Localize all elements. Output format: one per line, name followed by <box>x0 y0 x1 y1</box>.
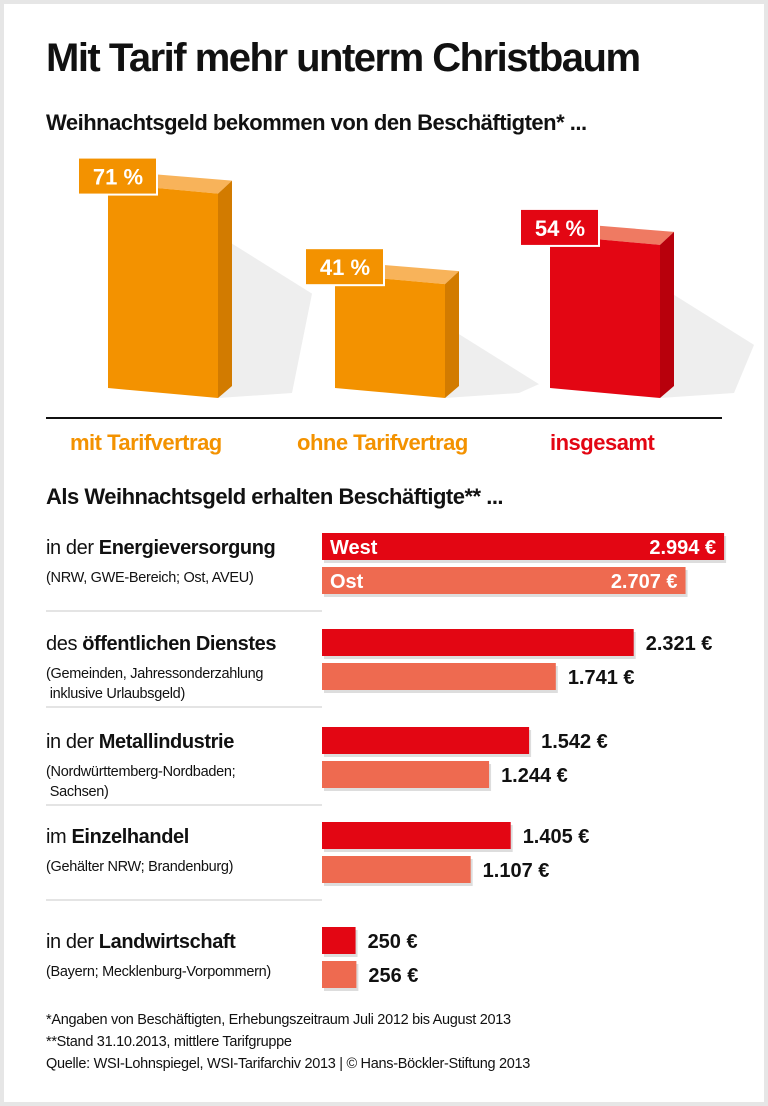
bar-west <box>322 629 634 656</box>
bar-ost <box>322 567 686 594</box>
row-divider <box>46 706 322 708</box>
row-label-sector: Metallindustrie <box>98 731 235 753</box>
row-note: (Nordwürttemberg-Nordbaden; Sachsen) <box>46 764 236 800</box>
row-label-sector: Einzelhandel <box>71 826 189 848</box>
source-note: Quelle: WSI-Lohnspiegel, WSI-Tarifarchiv… <box>46 1056 531 1072</box>
value-label: 250 € <box>368 931 418 953</box>
bar-side-face <box>445 271 459 398</box>
row-note: (Bayern; Mecklenburg-Vorpommern) <box>46 964 271 980</box>
row-label-prefix: des <box>46 633 83 655</box>
bar-0 <box>108 183 218 398</box>
bar-ost <box>322 761 490 788</box>
value-label: 2.321 € <box>646 633 713 655</box>
bar-west <box>322 727 530 754</box>
row-note: (Gemeinden, Jahressonderzahlung inklusiv… <box>46 666 264 702</box>
row-label: in der Metallindustrie <box>46 731 234 754</box>
value-label: 2.707 € <box>611 571 678 593</box>
row-note: (Gehälter NRW; Brandenburg) <box>46 859 234 875</box>
bar-west <box>322 927 356 954</box>
value-label: 1.107 € <box>483 860 550 882</box>
row-divider <box>46 804 322 806</box>
top-chart-subtitle: Weihnachtsgeld bekommen von den Beschäft… <box>46 110 587 135</box>
bar-side-face <box>218 180 232 398</box>
bar-side-face <box>660 231 674 398</box>
footnote-1: *Angaben von Beschäftigten, Erhebungszei… <box>46 1012 511 1028</box>
value-label: 54 % <box>535 216 585 241</box>
bar-west <box>322 533 725 560</box>
value-label: 1.244 € <box>501 765 568 787</box>
value-label: 2.994 € <box>649 537 716 559</box>
category-label-mit-tarifvertrag: mit Tarifvertrag <box>70 430 222 455</box>
category-label-ohne-tarifvertrag: ohne Tarifvertrag <box>297 430 468 455</box>
row-label: im Einzelhandel <box>46 826 189 849</box>
bar-1 <box>335 274 445 398</box>
value-label-box <box>77 156 158 196</box>
value-label: 256 € <box>368 965 418 987</box>
series-name-label: West <box>330 537 378 559</box>
value-label: 41 % <box>320 255 370 280</box>
row-label: in der Energieversorgung <box>46 537 276 560</box>
row-label-prefix: im <box>46 826 72 848</box>
row-divider <box>46 899 322 901</box>
value-label: 71 % <box>93 165 143 190</box>
bottom-chart-subtitle: Als Weihnachtsgeld erhalten Beschäftigte… <box>46 484 504 509</box>
value-label: 1.741 € <box>568 667 635 689</box>
bar-ost <box>322 663 556 690</box>
row-label-sector: öffentlichen Dienstes <box>82 633 277 655</box>
row-label-prefix: in der <box>46 931 99 953</box>
bar-shadow <box>660 294 754 398</box>
vertical-bar-chart: 71 % 41 % 54 % <box>46 156 754 419</box>
value-label: 1.542 € <box>541 731 608 753</box>
bar-ost <box>322 961 357 988</box>
bar-2 <box>550 234 660 398</box>
value-label-box <box>519 207 600 247</box>
row-label-sector: Energieversorgung <box>98 537 276 559</box>
row-label-prefix: in der <box>46 731 99 753</box>
row-label-sector: Landwirtschaft <box>98 931 236 953</box>
bar-west <box>322 822 511 849</box>
row-label: des öffentlichen Dienstes <box>46 633 276 656</box>
category-label-insgesamt: insgesamt <box>550 430 655 455</box>
row-note: (NRW, GWE-Bereich; Ost, AVEU) <box>46 570 254 586</box>
series-name-label: Ost <box>330 571 364 593</box>
row-label: in der Landwirtschaft <box>46 931 236 954</box>
value-label: 1.405 € <box>523 826 590 848</box>
page-title: Mit Tarif mehr unterm Christbaum <box>46 36 641 80</box>
footnote-2: **Stand 31.10.2013, mittlere Tarifgruppe <box>46 1034 292 1050</box>
value-label-box <box>304 247 385 287</box>
bar-shadow <box>445 334 539 398</box>
bar-ost <box>322 856 471 883</box>
row-divider <box>46 610 322 612</box>
bar-shadow <box>218 243 312 398</box>
horizontal-bar-chart: West 2.994 € Ost 2.707 € 2.321 € 1.741 € 1.542… <box>322 533 727 991</box>
row-label-prefix: in der <box>46 537 99 559</box>
